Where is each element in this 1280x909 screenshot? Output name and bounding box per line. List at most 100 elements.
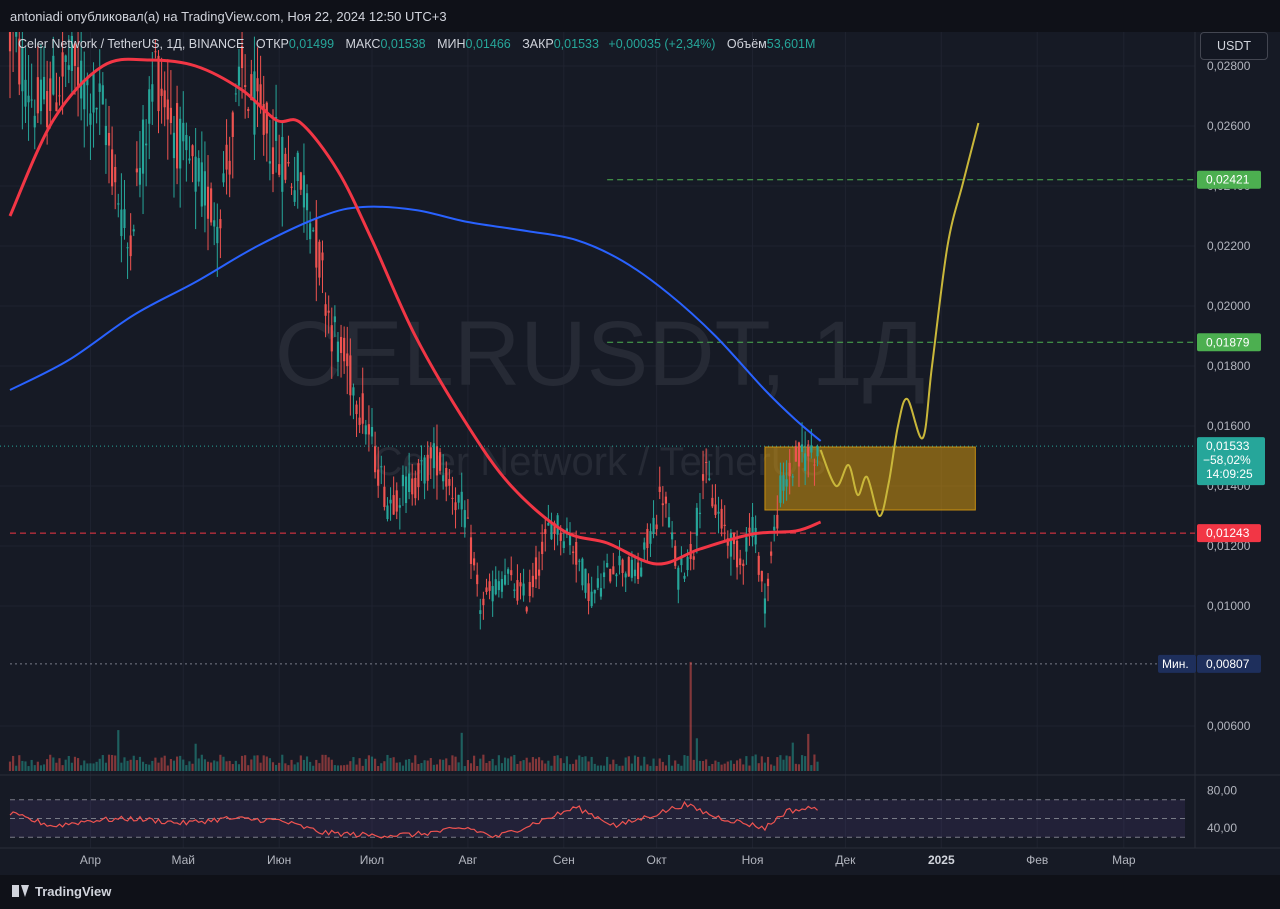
candle-body[interactable] bbox=[683, 575, 686, 579]
last-price-label-box[interactable] bbox=[1197, 437, 1265, 486]
candle-body[interactable] bbox=[126, 247, 129, 249]
candle-body[interactable] bbox=[485, 587, 488, 593]
candle-body[interactable] bbox=[92, 72, 95, 113]
candle-body[interactable] bbox=[423, 457, 426, 484]
legend-symbol[interactable]: Celer Network / TetherUS, 1Д, BINANCE bbox=[18, 37, 245, 51]
candle-body[interactable] bbox=[299, 172, 302, 190]
candle-body[interactable] bbox=[522, 583, 525, 596]
candle-body[interactable] bbox=[438, 452, 442, 471]
rsi-line[interactable] bbox=[9, 800, 818, 839]
candle-body[interactable] bbox=[766, 578, 770, 587]
candle-body[interactable] bbox=[729, 533, 732, 557]
candle-body[interactable] bbox=[708, 478, 711, 480]
candle-body[interactable] bbox=[575, 541, 578, 565]
candle-body[interactable] bbox=[541, 541, 544, 555]
candle-body[interactable] bbox=[185, 134, 188, 151]
candle-body[interactable] bbox=[698, 512, 702, 514]
candle-body[interactable] bbox=[24, 79, 27, 107]
candle-body[interactable] bbox=[649, 531, 652, 544]
candle-body[interactable] bbox=[562, 541, 565, 548]
candle-body[interactable] bbox=[457, 494, 460, 503]
candle-body[interactable] bbox=[655, 524, 658, 530]
candle-body[interactable] bbox=[686, 557, 689, 571]
candle-body[interactable] bbox=[568, 533, 572, 546]
candle-body[interactable] bbox=[30, 99, 33, 101]
candle-body[interactable] bbox=[624, 573, 627, 578]
candle-body[interactable] bbox=[723, 524, 726, 527]
candle-body[interactable] bbox=[281, 136, 284, 192]
candle-body[interactable] bbox=[259, 84, 262, 109]
candle-body[interactable] bbox=[643, 542, 646, 550]
candle-body[interactable] bbox=[739, 558, 742, 565]
candle-body[interactable] bbox=[219, 219, 222, 229]
candle-body[interactable] bbox=[386, 505, 389, 520]
candle-body[interactable] bbox=[312, 230, 315, 232]
candle-body[interactable] bbox=[305, 193, 309, 211]
candle-body[interactable] bbox=[216, 226, 219, 244]
candle-body[interactable] bbox=[528, 581, 531, 597]
candle-body[interactable] bbox=[748, 527, 751, 533]
candle-body[interactable] bbox=[510, 570, 513, 576]
level-label-box-3[interactable] bbox=[1197, 654, 1261, 673]
candle-body[interactable] bbox=[111, 149, 114, 187]
candle-body[interactable] bbox=[132, 229, 135, 232]
candle-body[interactable] bbox=[138, 167, 142, 185]
candle-body[interactable] bbox=[776, 514, 779, 529]
candle-body[interactable] bbox=[572, 551, 575, 553]
candle-body[interactable] bbox=[482, 598, 485, 606]
candle-body[interactable] bbox=[420, 460, 423, 462]
candle-body[interactable] bbox=[782, 475, 785, 491]
candle-body[interactable] bbox=[609, 568, 612, 582]
candle-body[interactable] bbox=[717, 511, 720, 514]
candle-body[interactable] bbox=[98, 83, 101, 92]
candle-body[interactable] bbox=[791, 476, 794, 478]
candle-body[interactable] bbox=[101, 85, 104, 105]
candle-body[interactable] bbox=[377, 469, 380, 486]
candle-body[interactable] bbox=[432, 443, 435, 469]
candle-body[interactable] bbox=[466, 517, 469, 519]
candle-body[interactable] bbox=[141, 119, 145, 174]
candle-body[interactable] bbox=[463, 510, 466, 528]
candle-body[interactable] bbox=[21, 47, 24, 92]
candle-body[interactable] bbox=[135, 168, 138, 173]
candle-body[interactable] bbox=[531, 575, 534, 588]
candle-body[interactable] bbox=[309, 223, 312, 240]
candle-body[interactable] bbox=[15, 32, 18, 37]
candle-body[interactable] bbox=[117, 203, 120, 205]
level-label-box-1[interactable] bbox=[1197, 333, 1261, 352]
candle-body[interactable] bbox=[720, 508, 723, 529]
candle-body[interactable] bbox=[355, 404, 358, 415]
candle-body[interactable] bbox=[494, 579, 497, 595]
candle-body[interactable] bbox=[284, 153, 287, 180]
candle-body[interactable] bbox=[343, 337, 346, 362]
candle-body[interactable] bbox=[86, 76, 89, 86]
candle-body[interactable] bbox=[234, 93, 237, 95]
candle-body[interactable] bbox=[473, 558, 476, 566]
candle-body[interactable] bbox=[667, 517, 671, 528]
candle-body[interactable] bbox=[104, 125, 107, 146]
candles[interactable] bbox=[8, 32, 819, 771]
candle-body[interactable] bbox=[695, 507, 698, 536]
candle-body[interactable] bbox=[228, 160, 231, 175]
candle-body[interactable] bbox=[525, 607, 528, 612]
candle-body[interactable] bbox=[602, 572, 606, 578]
candle-body[interactable] bbox=[773, 526, 776, 531]
candle-body[interactable] bbox=[287, 161, 290, 164]
candle-body[interactable] bbox=[61, 52, 64, 77]
candle-body[interactable] bbox=[194, 156, 197, 192]
candle-body[interactable] bbox=[55, 102, 58, 112]
candle-body[interactable] bbox=[460, 491, 463, 510]
candle-body[interactable] bbox=[797, 442, 801, 467]
candle-body[interactable] bbox=[414, 477, 417, 499]
candle-body[interactable] bbox=[318, 241, 321, 278]
candle-body[interactable] bbox=[179, 118, 182, 169]
candle-body[interactable] bbox=[123, 209, 126, 229]
candle-body[interactable] bbox=[188, 158, 191, 161]
candle-body[interactable] bbox=[339, 336, 343, 353]
candle-body[interactable] bbox=[788, 462, 791, 477]
candle-body[interactable] bbox=[268, 161, 271, 164]
candle-body[interactable] bbox=[516, 580, 519, 601]
candle-body[interactable] bbox=[581, 558, 584, 586]
moving-average-blue[interactable] bbox=[9, 205, 822, 442]
